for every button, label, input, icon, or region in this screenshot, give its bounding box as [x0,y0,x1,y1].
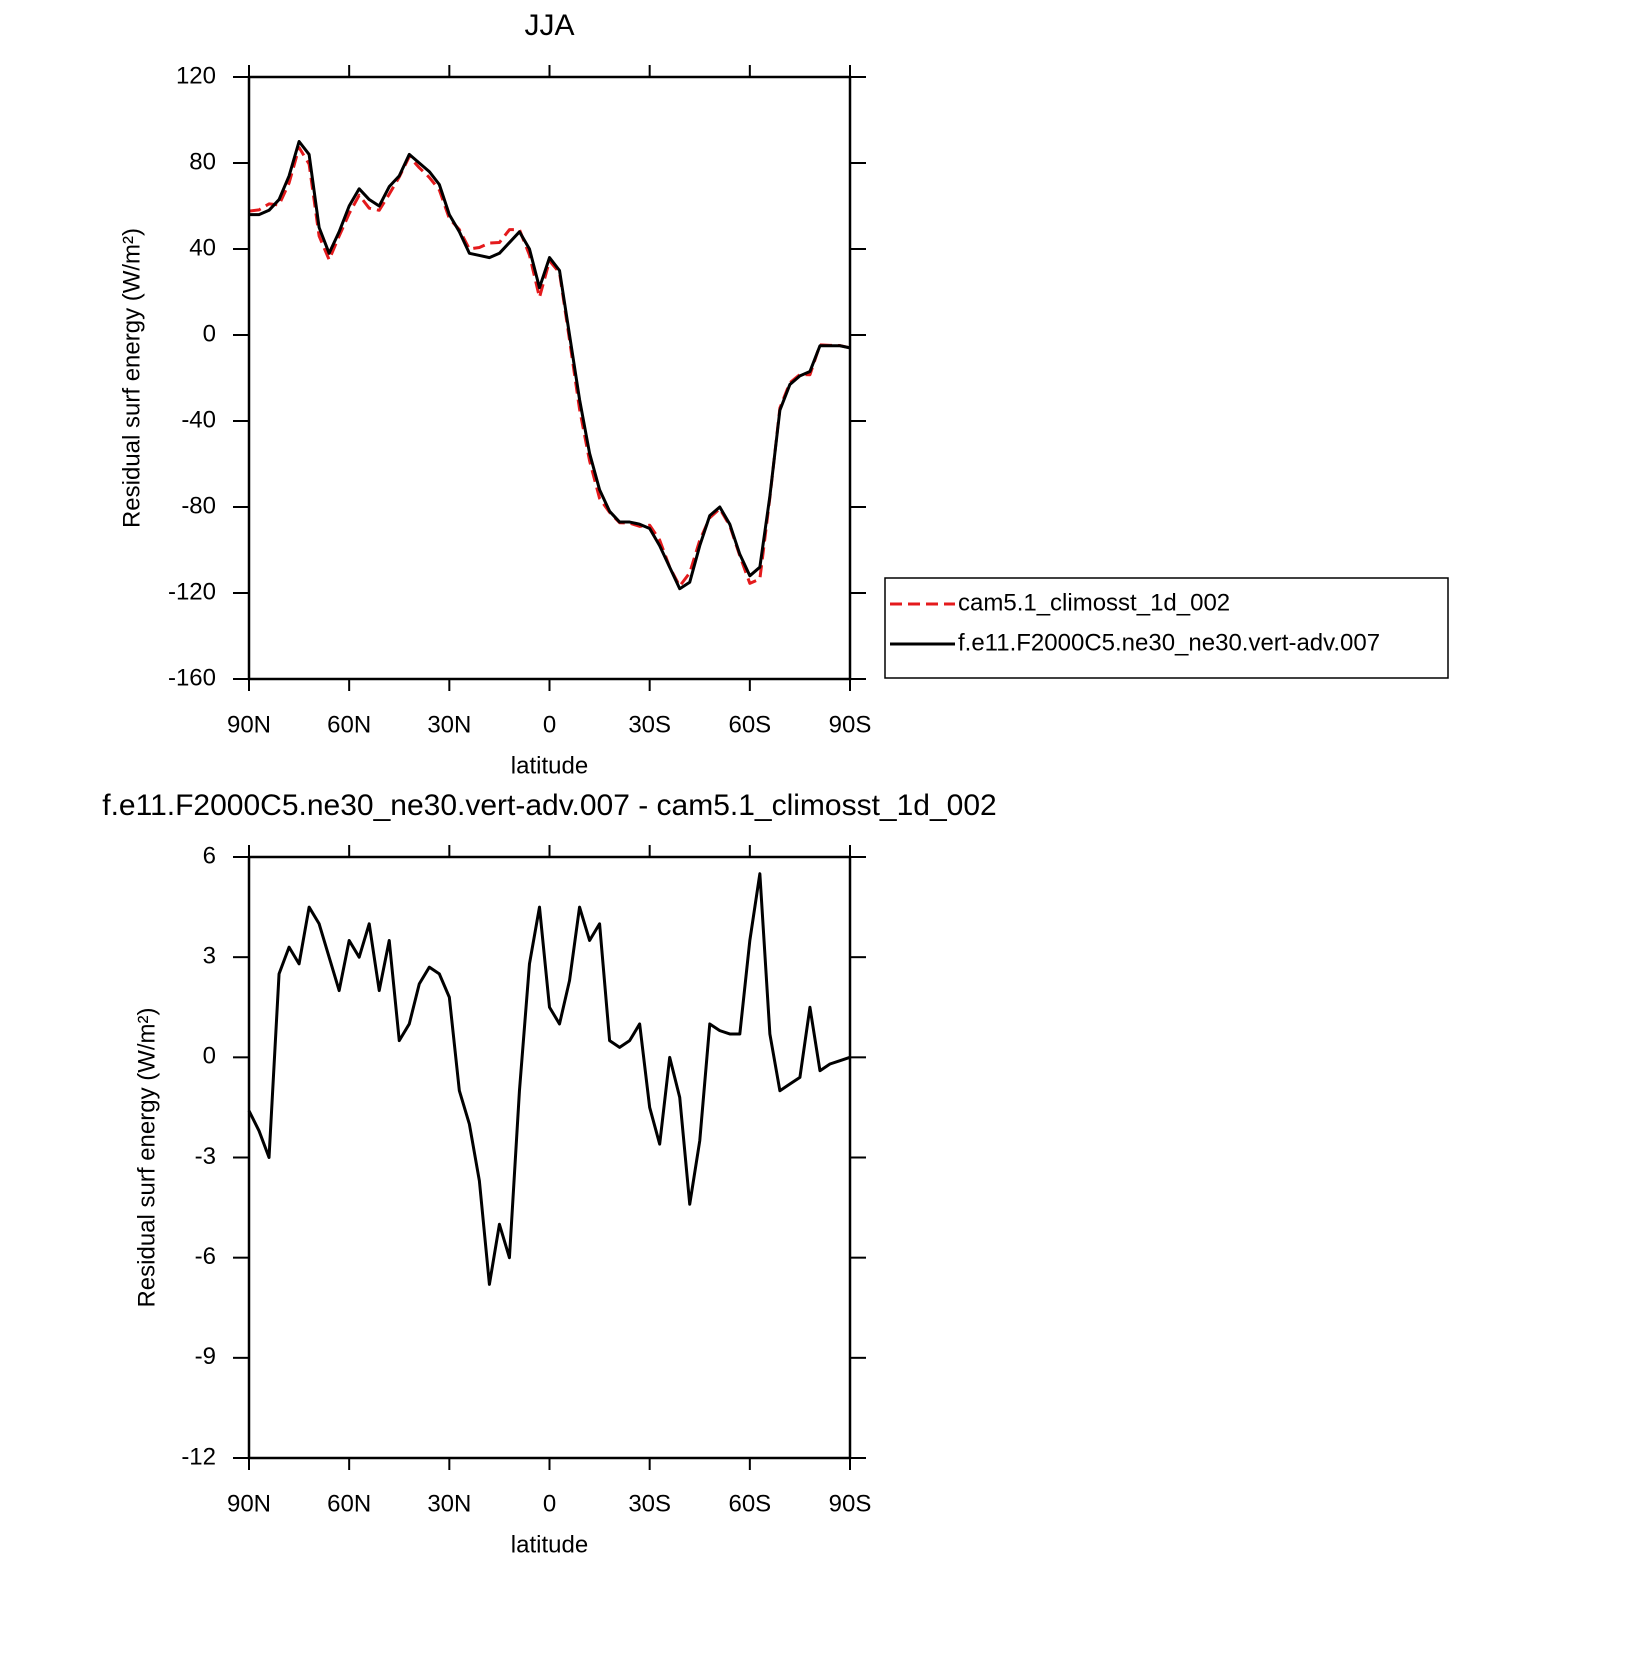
y-tick-label: -80 [181,492,216,519]
y-axis-label: Residual surf energy (W/m²) [133,1007,160,1307]
x-tick-label: 90S [829,1490,872,1517]
legend-box [884,577,1449,679]
x-tick-label: 30S [628,711,671,738]
x-tick-label: 60S [728,711,771,738]
x-tick-label: 60N [327,1490,371,1517]
y-tick-label: -3 [195,1143,216,1170]
x-tick-label: 30N [427,711,471,738]
x-tick-label: 90S [829,711,872,738]
x-tick-label: 60S [728,1490,771,1517]
plot-frame [247,855,852,1460]
plot-frame [247,75,852,681]
y-tick-label: -160 [168,664,216,691]
y-tick-label: -40 [181,406,216,433]
data-line [247,872,851,1286]
y-tick-label: -120 [168,578,216,605]
x-tick-label: 0 [543,711,556,738]
y-tick-label: 0 [203,320,216,347]
x-tick-label: 30N [427,1490,471,1517]
x-axis-label: latitude [511,752,588,779]
x-tick-label: 90N [227,711,271,738]
x-axis-label: latitude [511,1531,588,1558]
y-tick-label: 80 [189,148,216,175]
y-tick-label: 0 [203,1043,216,1070]
chart-title: JJA [524,9,574,42]
legend-label: cam5.1_climosst_1d_002 [958,589,1230,616]
y-tick-label: -12 [181,1443,216,1470]
y-tick-label: -9 [195,1343,216,1370]
y-tick-label: 40 [189,234,216,261]
y-axis-label: Residual surf energy (W/m²) [118,228,145,528]
x-tick-label: 0 [543,1490,556,1517]
x-tick-label: 90N [227,1490,271,1517]
data-line [249,140,851,591]
y-tick-label: -6 [195,1243,216,1270]
chart-title: f.e11.F2000C5.ne30_ne30.vert-adv.007 - c… [102,789,996,822]
y-tick-label: 3 [203,943,216,970]
x-tick-label: 60N [327,711,371,738]
y-tick-label: 6 [203,842,216,869]
x-tick-label: 30S [628,1490,671,1517]
y-tick-label: 120 [176,62,216,89]
legend-label: f.e11.F2000C5.ne30_ne30.vert-adv.007 [958,629,1380,656]
data-line [248,146,851,588]
